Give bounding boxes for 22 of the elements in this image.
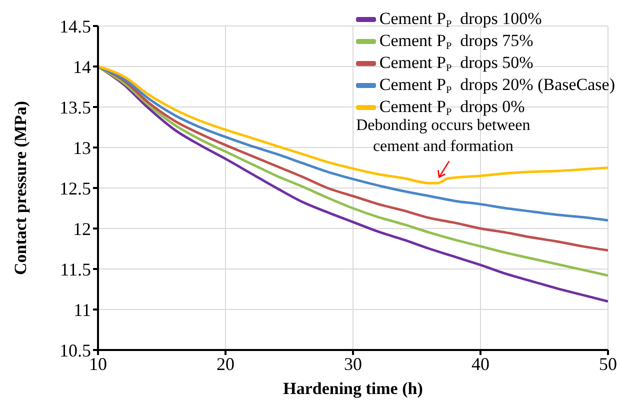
legend-label: Cement P$_{P}$ drops 0% (379, 96, 525, 118)
y-tick-label: 11.5 (60, 259, 91, 280)
x-tick-label: 30 (344, 354, 362, 374)
x-tick-label: 10 (89, 354, 107, 374)
y-tick-label: 12.5 (60, 178, 91, 198)
x-tick-label: 50 (599, 354, 617, 374)
legend-label: Cement P$_{P}$ drops 20% (BaseCase) (379, 74, 615, 96)
annotation: Debonding occurs between cement and formation (356, 117, 530, 156)
y-axis-title: Contact pressure (MPa) (11, 100, 30, 276)
y-tick-label: 11 (74, 300, 91, 320)
legend-label: Cement P$_{P}$ drops 100% (379, 8, 542, 30)
x-axis-title: Hardening time (h) (283, 379, 423, 398)
legend-label: Cement P$_{P}$ drops 75% (379, 30, 534, 52)
y-tick-label: 12 (73, 218, 91, 239)
y-tick-label: 14.5 (60, 16, 91, 36)
y-tick-label: 13 (73, 138, 91, 158)
x-tick-label: 40 (472, 354, 490, 374)
y-tick-label: 13.5 (60, 97, 91, 118)
legend-label: Cement P$_{P}$ drops 50% (379, 52, 534, 74)
y-tick-label: 14 (73, 56, 91, 77)
y-tick-label: 10.5 (60, 340, 91, 360)
x-tick-label: 20 (216, 354, 234, 374)
